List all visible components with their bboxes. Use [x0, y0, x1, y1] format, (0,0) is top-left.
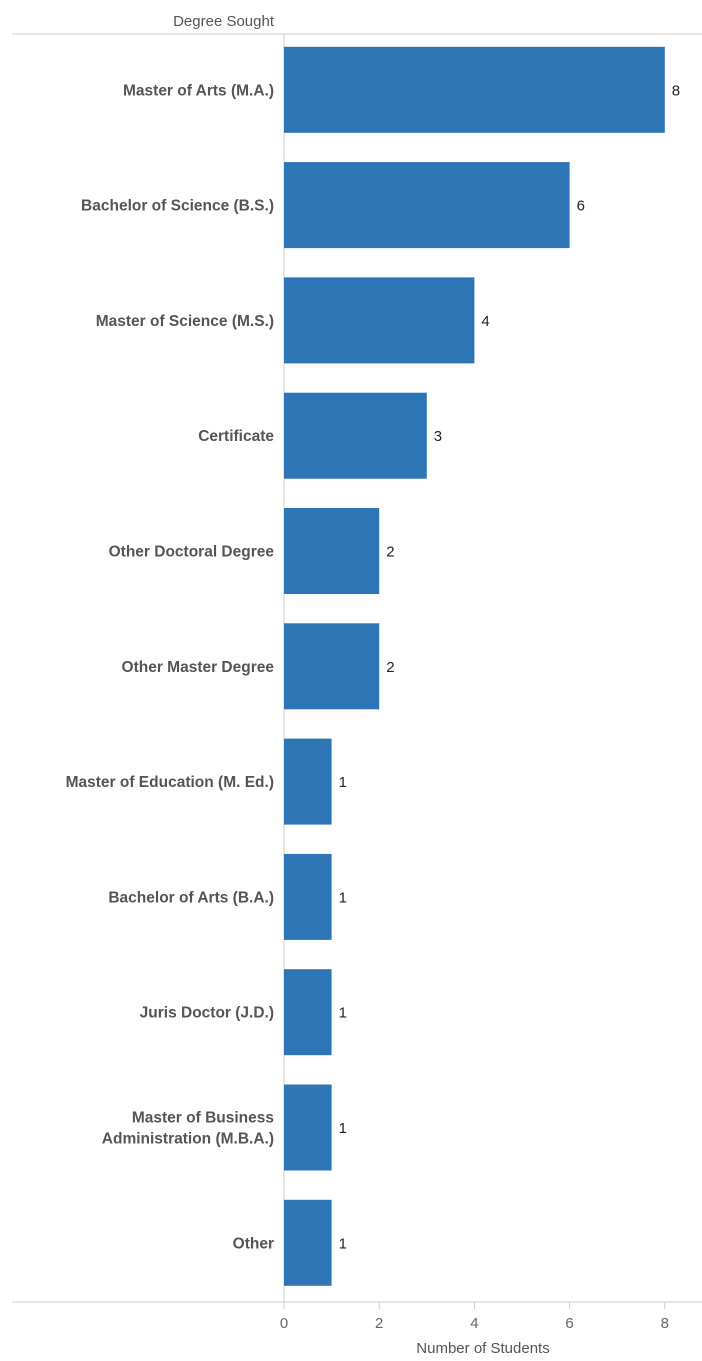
category-label-line: Bachelor of Science (B.S.) — [81, 198, 274, 215]
data-label: 1 — [339, 889, 347, 906]
data-label: 1 — [339, 1005, 347, 1022]
category-label-line: Master of Arts (M.A.) — [123, 82, 274, 99]
category-label: Other — [233, 1235, 274, 1252]
bar-row: Master of Education (M. Ed.) 1 — [66, 738, 347, 825]
bar-rows: Master of Arts (M.A.) 8 Bachelor of Scienc… — [66, 46, 680, 1286]
bar — [284, 1199, 332, 1286]
category-label: Bachelor of Science (B.S.) — [81, 198, 274, 215]
category-label-line: Administration (M.B.A.) — [102, 1131, 274, 1148]
data-label: 6 — [577, 198, 585, 215]
data-label: 1 — [339, 1235, 347, 1252]
row-header-label: Degree Sought — [173, 13, 275, 30]
data-label: 2 — [386, 659, 394, 676]
bar-row: Master of Arts (M.A.) 8 — [123, 46, 680, 133]
x-tick-label: 4 — [470, 1315, 478, 1332]
bar-row: Bachelor of Arts (B.A.) 1 — [108, 853, 347, 940]
data-label: 3 — [434, 428, 442, 445]
bar — [284, 853, 332, 940]
x-axis: 0 2 4 6 8 — [280, 1302, 669, 1332]
category-label-line: Other Doctoral Degree — [109, 544, 275, 561]
bar-row: Certificate 3 — [198, 392, 442, 479]
category-label-line: Master of Science (M.S.) — [96, 313, 274, 330]
bar — [284, 508, 380, 594]
category-label: Master of Arts (M.A.) — [123, 82, 274, 99]
data-label: 4 — [481, 313, 489, 330]
data-label: 2 — [386, 544, 394, 561]
bar — [284, 738, 332, 825]
x-tick-label: 6 — [565, 1315, 573, 1332]
data-label: 1 — [339, 774, 347, 791]
x-axis-title: Number of Students — [416, 1340, 549, 1357]
bar — [284, 277, 475, 364]
bar — [284, 969, 332, 1056]
category-label-line: Juris Doctor (J.D.) — [140, 1005, 274, 1022]
bar — [284, 162, 570, 249]
category-label: Juris Doctor (J.D.) — [140, 1005, 274, 1022]
category-label: Other Master Degree — [122, 659, 275, 676]
category-label-line: Master of Business — [132, 1110, 274, 1127]
bar — [284, 623, 380, 710]
x-tick-label: 8 — [661, 1315, 669, 1332]
category-label: Bachelor of Arts (B.A.) — [108, 889, 274, 906]
bar-row: Other Doctoral Degree 2 — [109, 508, 395, 594]
bar-row: Other 1 — [233, 1199, 347, 1286]
category-label-line: Other Master Degree — [122, 659, 275, 676]
bar — [284, 392, 427, 479]
category-label: Master of Business Administration (M.B.A.… — [102, 1110, 274, 1148]
bar — [284, 1084, 332, 1171]
category-label-line: Bachelor of Arts (B.A.) — [108, 889, 274, 906]
category-label: Master of Education (M. Ed.) — [66, 774, 274, 791]
x-tick-label: 0 — [280, 1315, 288, 1332]
x-tick-label: 2 — [375, 1315, 383, 1332]
bar-row: Master of Science (M.S.) 4 — [96, 277, 490, 364]
data-label: 8 — [672, 82, 680, 99]
category-label: Master of Science (M.S.) — [96, 313, 274, 330]
bar — [284, 46, 665, 133]
bar-row: Master of Business Administration (M.B.A.… — [102, 1084, 347, 1171]
category-label-line: Other — [233, 1235, 274, 1252]
bar-row: Bachelor of Science (B.S.) 6 — [81, 162, 585, 249]
category-label-line: Master of Education (M. Ed.) — [66, 774, 274, 791]
category-label-line: Certificate — [198, 428, 274, 445]
bar-row: Other Master Degree 2 — [122, 623, 395, 710]
category-label: Other Doctoral Degree — [109, 544, 275, 561]
category-label: Certificate — [198, 428, 274, 445]
data-label: 1 — [339, 1120, 347, 1137]
bar-row: Juris Doctor (J.D.) 1 — [140, 969, 347, 1056]
